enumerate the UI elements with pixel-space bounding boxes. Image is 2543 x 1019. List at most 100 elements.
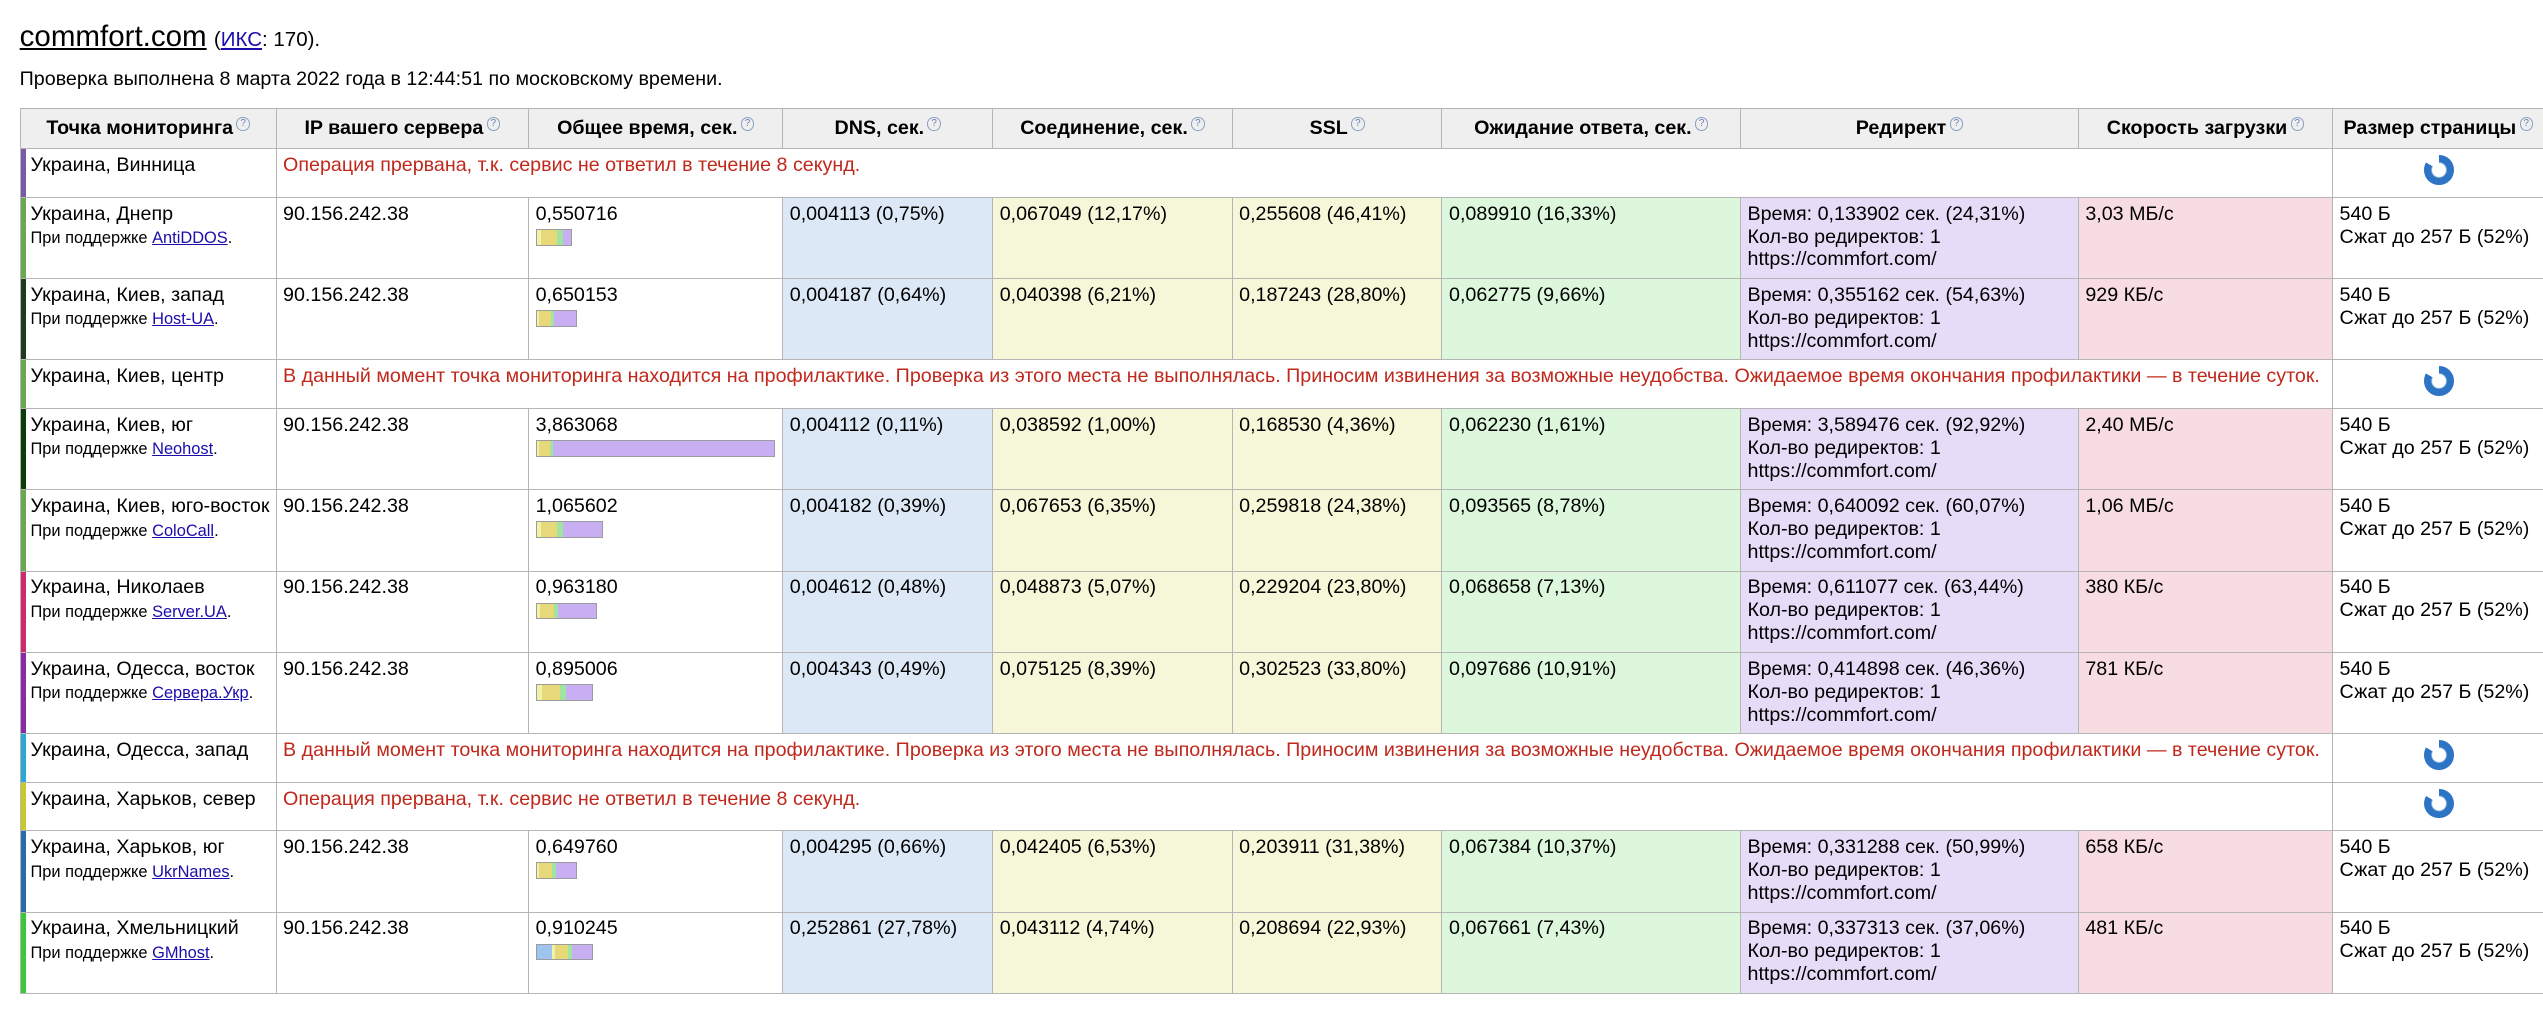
sponsor-link[interactable]: GMhost <box>152 944 210 963</box>
speed-value: 929 КБ/с <box>2085 283 2164 306</box>
timing-segment <box>551 863 556 879</box>
redirect-info: Время: 0,611077 сек. (63,44%) Кол-во реди… <box>1739 570 2079 653</box>
sponsor-label: При поддержке <box>30 944 148 963</box>
refresh-icon[interactable] <box>2424 740 2454 770</box>
column-label: Ожидание ответа, сек. <box>1474 117 1692 139</box>
table-row: Украина, Винница Операция прервана, т.к. … <box>19 148 2543 198</box>
results-table: Точка мониторинга? IP вашего сервера? Обще… <box>19 107 2543 994</box>
column-label: Точка мониторинга <box>46 117 234 139</box>
location-name: Украина, Винница <box>30 154 196 177</box>
timing-bar <box>535 228 573 246</box>
timing-segment <box>541 522 557 538</box>
total-time: 0,895006 <box>528 651 784 735</box>
wait-time: 0,089910 (16,33%) <box>1441 196 1741 279</box>
monitoring-point: Украина, Хмельницкий При поддержке GMhost… <box>19 911 277 994</box>
error-message: В данный момент точка мониторинга находи… <box>275 359 2333 409</box>
redirect-time: Время: 0,337313 сек. (37,06%) <box>1747 917 2026 940</box>
timing-segment <box>536 441 540 456</box>
timing-segment <box>536 684 542 700</box>
server-ip: 90.156.242.38 <box>275 830 530 913</box>
table-row: Украина, Киев, юго-восток При поддержке C… <box>19 489 2543 572</box>
redirect-count: Кол-во редиректов: 1 <box>1747 225 1941 248</box>
sponsor-link[interactable]: Server.UA <box>152 603 227 621</box>
check-time: Проверка выполнена 8 марта 2022 года в 1… <box>19 68 723 91</box>
timing-bar <box>535 943 594 961</box>
timing-segment <box>541 229 557 245</box>
refresh-icon[interactable] <box>2424 366 2454 396</box>
help-icon[interactable]: ? <box>2290 117 2304 131</box>
sponsor-label: При поддержке <box>30 862 148 881</box>
ssl-time: 0,302523 (33,80%) <box>1231 651 1443 735</box>
total-time: 0,963180 <box>528 570 784 653</box>
ip-value: 90.156.242.38 <box>283 413 409 436</box>
table-header: Точка мониторинга? IP вашего сервера? Обще… <box>19 107 2543 150</box>
help-icon[interactable]: ? <box>2519 117 2533 131</box>
server-ip: 90.156.242.38 <box>275 570 530 653</box>
total-value: 0,650153 <box>535 283 618 306</box>
speed-value: 1,06 МБ/с <box>2085 495 2174 518</box>
refresh-icon[interactable] <box>2424 155 2454 185</box>
sponsor-line: При поддержке GMhost. <box>30 944 215 963</box>
sponsor-label: При поддержке <box>30 684 148 703</box>
redirect-info: Время: 0,133902 сек. (24,31%) Кол-во реди… <box>1739 196 2079 279</box>
location-color-bar <box>20 197 26 278</box>
help-icon[interactable]: ? <box>1949 117 1964 131</box>
location-name: Украина, Киев, центр <box>30 365 224 388</box>
sponsor-link[interactable]: Neohost <box>152 440 214 459</box>
dns-time: 0,004295 (0,66%) <box>782 830 994 913</box>
help-icon[interactable]: ? <box>1351 117 1365 131</box>
server-ip: 90.156.242.38 <box>275 489 530 572</box>
total-time: 0,550716 <box>528 196 784 279</box>
download-speed: 481 КБ/с <box>2077 911 2333 994</box>
location-color-bar <box>20 149 26 197</box>
speed-value: 481 КБ/с <box>2085 917 2164 940</box>
location-color-bar <box>20 360 26 408</box>
sponsor-link[interactable]: UkrNames <box>152 862 230 881</box>
timing-segment <box>539 863 552 879</box>
download-speed: 781 КБ/с <box>2077 651 2333 735</box>
help-icon[interactable]: ? <box>927 117 941 131</box>
sponsor-link[interactable]: AntiDDOS <box>152 229 228 248</box>
iks-link[interactable]: ИКС <box>220 27 263 51</box>
location-name: Украина, Киев, юг <box>30 413 194 436</box>
site-link[interactable]: commfort.com <box>19 19 207 53</box>
help-icon[interactable]: ? <box>1191 117 1205 131</box>
total-time: 0,649760 <box>528 830 784 913</box>
dns-value: 0,004187 (0,64%) <box>789 283 947 306</box>
redirect-url: https://commfort.com/ <box>1747 329 1937 352</box>
total-time: 0,650153 <box>528 278 784 361</box>
col-speed-header: Скорость загрузки? <box>2077 107 2333 150</box>
help-icon[interactable]: ? <box>486 117 501 131</box>
help-icon[interactable]: ? <box>740 117 755 131</box>
sponsor-link[interactable]: ColoCall <box>152 521 215 540</box>
sponsor-line: При поддержке ColoCall. <box>30 521 219 540</box>
redirect-info: Время: 3,589476 сек. (92,92%) Кол-во реди… <box>1739 407 2079 491</box>
timing-segment <box>562 229 571 245</box>
monitoring-point: Украина, Киев, запад При поддержке Host-U… <box>19 278 277 361</box>
timing-bar <box>535 683 594 701</box>
help-icon[interactable]: ? <box>236 117 250 131</box>
ip-value: 90.156.242.38 <box>283 657 409 680</box>
sponsor-link[interactable]: Host-UA <box>152 310 215 329</box>
timing-segment <box>555 863 576 879</box>
speed-value: 2,40 МБ/с <box>2085 413 2174 436</box>
monitoring-point: Украина, Киев, центр <box>19 359 277 409</box>
timing-bar <box>535 602 597 620</box>
redirect-count: Кол-во редиректов: 1 <box>1747 306 1941 329</box>
help-icon[interactable]: ? <box>1694 117 1709 131</box>
refresh-icon[interactable] <box>2424 788 2454 819</box>
dns-value: 0,004343 (0,49%) <box>789 657 947 680</box>
column-label: DNS, сек. <box>834 117 925 139</box>
redirect-url: https://commfort.com/ <box>1747 541 1937 563</box>
sponsor-link[interactable]: Сервера.Укр <box>152 684 249 703</box>
timing-bar <box>535 439 776 457</box>
sponsor-label: При поддержке <box>30 440 148 459</box>
ssl-time: 0,187243 (28,80%) <box>1231 278 1443 361</box>
download-speed: 1,06 МБ/с <box>2077 489 2333 572</box>
location-name: Украина, Одесса, запад <box>30 739 249 762</box>
download-speed: 929 КБ/с <box>2077 278 2333 361</box>
timing-bar <box>535 521 604 539</box>
table-row: Украина, Днепр При поддержке AntiDDOS. 90.… <box>19 196 2543 279</box>
sponsor-line: При поддержке Сервера.Укр. <box>30 684 254 703</box>
connect-time: 0,067653 (6,35%) <box>992 489 1233 572</box>
